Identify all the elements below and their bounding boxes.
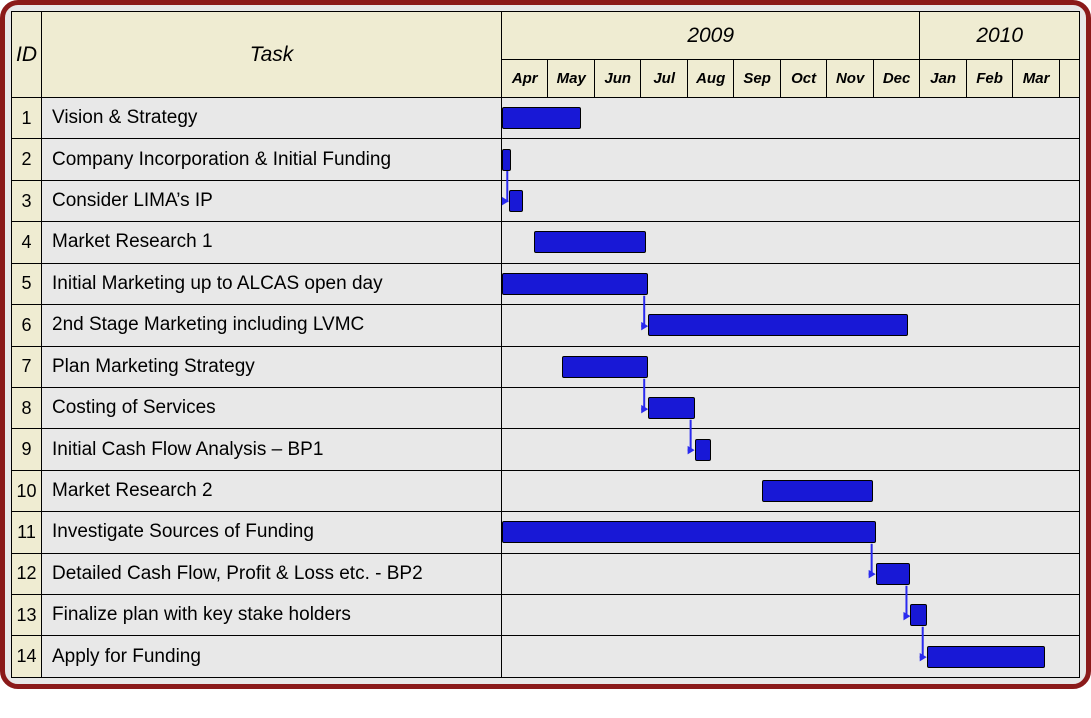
- month-oct: Oct: [780, 60, 826, 98]
- task-bar-cell: [502, 429, 1080, 470]
- task-row: 14Apply for Funding: [12, 636, 1080, 678]
- gantt-bar: [876, 563, 911, 585]
- task-id: 12: [12, 553, 42, 594]
- gantt-bar: [502, 107, 581, 129]
- month-feb: Feb: [966, 60, 1012, 98]
- gantt-body: 1Vision & Strategy2Company Incorporation…: [12, 98, 1080, 678]
- task-id: 10: [12, 470, 42, 511]
- task-row: 4Market Research 1: [12, 222, 1080, 263]
- gantt-bar: [502, 521, 876, 543]
- year-2010: 2010: [920, 12, 1080, 60]
- gantt-bar: [927, 646, 1045, 668]
- gantt-bar: [509, 190, 523, 212]
- task-id: 13: [12, 595, 42, 636]
- task-name: Vision & Strategy: [42, 98, 502, 139]
- task-name: Investigate Sources of Funding: [42, 512, 502, 553]
- task-bar-cell: [502, 470, 1080, 511]
- task-name: Detailed Cash Flow, Profit & Loss etc. -…: [42, 553, 502, 594]
- task-row: 1Vision & Strategy: [12, 98, 1080, 139]
- task-name: Plan Marketing Strategy: [42, 346, 502, 387]
- task-name: Initial Cash Flow Analysis – BP1: [42, 429, 502, 470]
- gantt-bar: [648, 397, 694, 419]
- task-bar-cell: [502, 222, 1080, 263]
- month-dec: Dec: [873, 60, 919, 98]
- task-name: Market Research 2: [42, 470, 502, 511]
- month-spacer: [1059, 60, 1079, 98]
- task-row: 7Plan Marketing Strategy: [12, 346, 1080, 387]
- gantt-bar: [648, 314, 908, 336]
- task-bar-cell: [502, 595, 1080, 636]
- month-apr: Apr: [502, 60, 548, 98]
- task-bar-cell: [502, 512, 1080, 553]
- task-bar-cell: [502, 553, 1080, 594]
- task-row: 3Consider LIMA’s IP: [12, 180, 1080, 221]
- month-may: May: [548, 60, 594, 98]
- task-bar-cell: [502, 387, 1080, 428]
- id-header: ID: [12, 12, 42, 98]
- task-row: 62nd Stage Marketing including LVMC: [12, 305, 1080, 346]
- task-bar-cell: [502, 263, 1080, 304]
- task-id: 1: [12, 98, 42, 139]
- task-id: 9: [12, 429, 42, 470]
- task-name: Finalize plan with key stake holders: [42, 595, 502, 636]
- task-row: 5Initial Marketing up to ALCAS open day: [12, 263, 1080, 304]
- gantt-table: ID Task 2009 2010 AprMayJunJulAugSepOctN…: [11, 11, 1080, 678]
- task-id: 5: [12, 263, 42, 304]
- task-name: Consider LIMA’s IP: [42, 180, 502, 221]
- task-bar-cell: [502, 139, 1080, 180]
- task-bar-cell: [502, 305, 1080, 346]
- task-name: Costing of Services: [42, 387, 502, 428]
- task-row: 13Finalize plan with key stake holders: [12, 595, 1080, 636]
- task-bar-cell: [502, 346, 1080, 387]
- task-id: 14: [12, 636, 42, 678]
- task-name: Apply for Funding: [42, 636, 502, 678]
- month-jan: Jan: [920, 60, 966, 98]
- month-aug: Aug: [687, 60, 733, 98]
- gantt-inner: ID Task 2009 2010 AprMayJunJulAugSepOctN…: [11, 11, 1080, 678]
- task-name: 2nd Stage Marketing including LVMC: [42, 305, 502, 346]
- month-mar: Mar: [1013, 60, 1060, 98]
- gantt-header: ID Task 2009 2010 AprMayJunJulAugSepOctN…: [12, 12, 1080, 98]
- task-id: 3: [12, 180, 42, 221]
- task-row: 12Detailed Cash Flow, Profit & Loss etc.…: [12, 553, 1080, 594]
- task-id: 8: [12, 387, 42, 428]
- task-row: 10Market Research 2: [12, 470, 1080, 511]
- gantt-bar: [502, 273, 648, 295]
- task-id: 6: [12, 305, 42, 346]
- task-row: 9Initial Cash Flow Analysis – BP1: [12, 429, 1080, 470]
- gantt-frame: ID Task 2009 2010 AprMayJunJulAugSepOctN…: [0, 0, 1091, 689]
- gantt-bar: [502, 149, 511, 171]
- task-row: 2Company Incorporation & Initial Funding: [12, 139, 1080, 180]
- month-nov: Nov: [827, 60, 873, 98]
- gantt-bar: [534, 231, 645, 253]
- task-id: 4: [12, 222, 42, 263]
- task-row: 11Investigate Sources of Funding: [12, 512, 1080, 553]
- gantt-bar: [910, 604, 926, 626]
- task-row: 8Costing of Services: [12, 387, 1080, 428]
- task-name: Company Incorporation & Initial Funding: [42, 139, 502, 180]
- gantt-bar: [695, 439, 711, 461]
- task-id: 7: [12, 346, 42, 387]
- task-bar-cell: [502, 98, 1080, 139]
- month-jul: Jul: [641, 60, 687, 98]
- task-header: Task: [42, 12, 502, 98]
- task-bar-cell: [502, 180, 1080, 221]
- task-name: Market Research 1: [42, 222, 502, 263]
- task-id: 2: [12, 139, 42, 180]
- task-bar-cell: [502, 636, 1080, 678]
- task-id: 11: [12, 512, 42, 553]
- month-sep: Sep: [734, 60, 780, 98]
- year-2009: 2009: [502, 12, 920, 60]
- gantt-bar: [762, 480, 873, 502]
- gantt-bar: [562, 356, 648, 378]
- month-jun: Jun: [594, 60, 640, 98]
- task-name: Initial Marketing up to ALCAS open day: [42, 263, 502, 304]
